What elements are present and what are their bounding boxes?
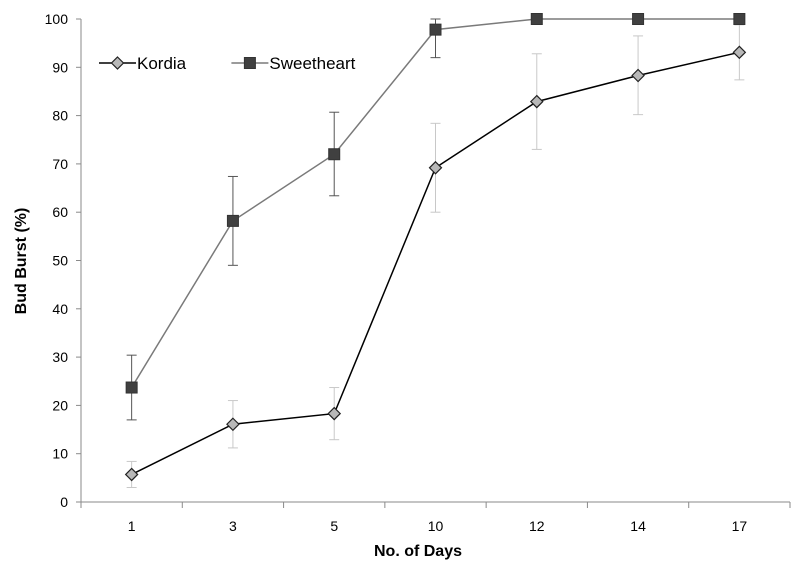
y-tick-label: 80: [52, 108, 68, 124]
data-point-kordia: [124, 467, 139, 482]
data-point-kordia: [631, 68, 645, 83]
y-tick-label: 50: [52, 253, 68, 269]
data-point-sweetheart: [429, 23, 442, 36]
x-tick-label: 3: [229, 518, 237, 534]
y-tick-label: 100: [45, 11, 69, 27]
y-tick-labels: 0 10 20 30 40 50 60 70 80 90 100: [45, 11, 69, 510]
data-point-sweetheart: [328, 148, 341, 161]
data-point-kordia: [327, 406, 342, 421]
legend-item-kordia: Kordia: [99, 54, 187, 73]
x-tick-label: 5: [330, 518, 338, 534]
x-tick-label: 10: [428, 518, 444, 534]
x-tick-label: 12: [529, 518, 545, 534]
legend-marker: [110, 56, 125, 70]
y-tick-label: 90: [52, 59, 68, 75]
y-tick-label: 10: [52, 446, 68, 462]
y-tick-label: 20: [52, 397, 68, 413]
data-point-kordia: [226, 417, 240, 432]
series-line-kordia: [131, 51, 740, 476]
error-bars: [126, 18, 745, 489]
x-tick-label: 1: [128, 518, 136, 534]
y-tick-label: 0: [60, 494, 68, 510]
y-tick-label: 60: [52, 204, 68, 220]
data-point-sweetheart: [125, 381, 138, 394]
series-markers: [124, 13, 747, 482]
y-axis-title: Bud Burst (%): [13, 208, 30, 315]
data-point-sweetheart: [632, 13, 645, 25]
axes: [76, 18, 791, 508]
legend-item-sweetheart: Sweetheart: [231, 54, 356, 73]
y-tick-label: 70: [52, 156, 68, 172]
x-tick-label: 17: [732, 518, 748, 534]
legend-label: Kordia: [137, 54, 187, 73]
y-tick-label: 40: [52, 301, 68, 317]
legend: Kordia Sweetheart: [99, 54, 356, 73]
data-point-kordia: [732, 45, 747, 60]
data-point-sweetheart: [733, 13, 746, 25]
legend-marker: [243, 57, 256, 69]
legend-label: Sweetheart: [269, 54, 355, 73]
x-tick-labels: 1 3 5 10 12 14 17: [128, 518, 748, 534]
data-point-kordia: [529, 94, 544, 109]
series-lines: [131, 18, 740, 476]
x-axis-title: No. of Days: [374, 543, 462, 560]
data-point-sweetheart: [530, 13, 543, 25]
data-point-sweetheart: [226, 214, 239, 227]
data-point-kordia: [428, 160, 443, 175]
y-tick-label: 30: [52, 349, 68, 365]
x-tick-label: 14: [630, 518, 646, 534]
